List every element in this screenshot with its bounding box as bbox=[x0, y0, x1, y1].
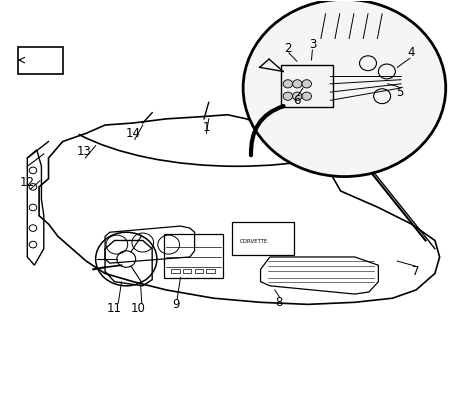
Text: 2: 2 bbox=[284, 42, 292, 55]
Text: 4: 4 bbox=[408, 46, 415, 59]
Circle shape bbox=[292, 92, 302, 100]
Text: 1: 1 bbox=[202, 121, 210, 134]
Text: 13: 13 bbox=[76, 145, 91, 159]
Circle shape bbox=[283, 80, 292, 88]
Text: 12: 12 bbox=[20, 176, 35, 189]
Text: 8: 8 bbox=[276, 296, 283, 309]
Text: 6: 6 bbox=[293, 94, 301, 107]
Text: 11: 11 bbox=[107, 302, 122, 315]
Text: 14: 14 bbox=[126, 127, 141, 140]
Text: 9: 9 bbox=[172, 298, 180, 311]
Text: 5: 5 bbox=[396, 85, 403, 99]
Text: 7: 7 bbox=[412, 265, 420, 278]
FancyArrowPatch shape bbox=[251, 106, 283, 155]
Circle shape bbox=[292, 80, 302, 88]
Circle shape bbox=[243, 0, 446, 177]
Circle shape bbox=[302, 92, 311, 100]
Circle shape bbox=[302, 80, 311, 88]
Text: 3: 3 bbox=[309, 38, 316, 51]
Text: 10: 10 bbox=[131, 302, 146, 315]
Circle shape bbox=[283, 92, 292, 100]
Text: CORVETTE: CORVETTE bbox=[239, 239, 268, 244]
